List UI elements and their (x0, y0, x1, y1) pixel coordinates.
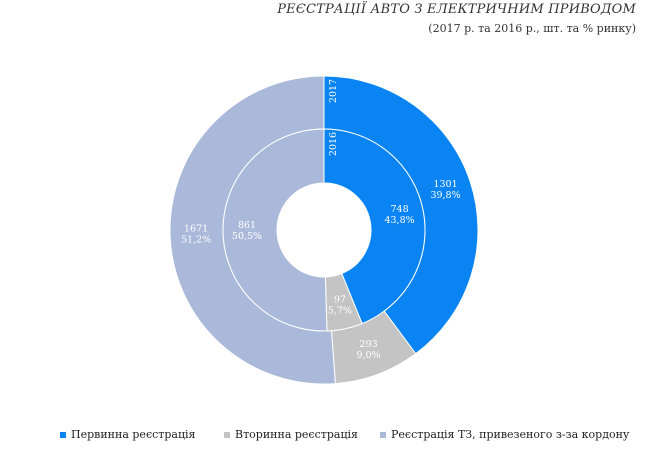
legend-swatch-3 (380, 431, 386, 438)
legend-swatch-1 (60, 431, 66, 438)
data-label-2017-3: 1671 51,2% (181, 224, 211, 246)
legend-item-1: Первинна реєстрація (60, 428, 195, 441)
legend-label-3: Реєстрація ТЗ, привезеного з-за кордону (391, 428, 630, 441)
ring-label-2016: 2016 (328, 132, 339, 156)
data-label-2017-1: 1301 39,8% (430, 179, 460, 201)
slice-2016-1 (323, 128, 426, 325)
chart-legend: Первинна реєстрація Вторинна реєстрація Ре… (60, 428, 650, 448)
ring-label-2017: 2017 (328, 79, 339, 103)
legend-label-1: Первинна реєстрація (71, 428, 196, 441)
chart-title: РЕЄСТРАЦІЇ АВТО З ЕЛЕКТРИЧНИМ ПРИВОДОМ (277, 2, 636, 17)
data-label-2016-1: 748 43,8% (384, 204, 414, 226)
slice-2016-3 (222, 128, 328, 332)
data-label-2017-2: 293 9,0% (357, 339, 381, 361)
legend-label-2: Вторинна реєстрація (235, 428, 358, 441)
legend-swatch-2 (224, 431, 230, 438)
legend-item-3: Реєстрація ТЗ, привезеного з-за кордону (380, 428, 629, 441)
legend-item-2: Вторинна реєстрація (224, 428, 358, 441)
data-label-2016-3: 861 50,5% (232, 220, 262, 242)
data-label-2016-2: 97 5,7% (328, 294, 352, 316)
donut-chart: 1301 39,8% 293 9,0% 1671 51,2% 2017 748 43,8% 97 5… (169, 75, 479, 385)
chart-subtitle: (2017 р. та 2016 р., шт. та % ринку) (428, 22, 636, 35)
